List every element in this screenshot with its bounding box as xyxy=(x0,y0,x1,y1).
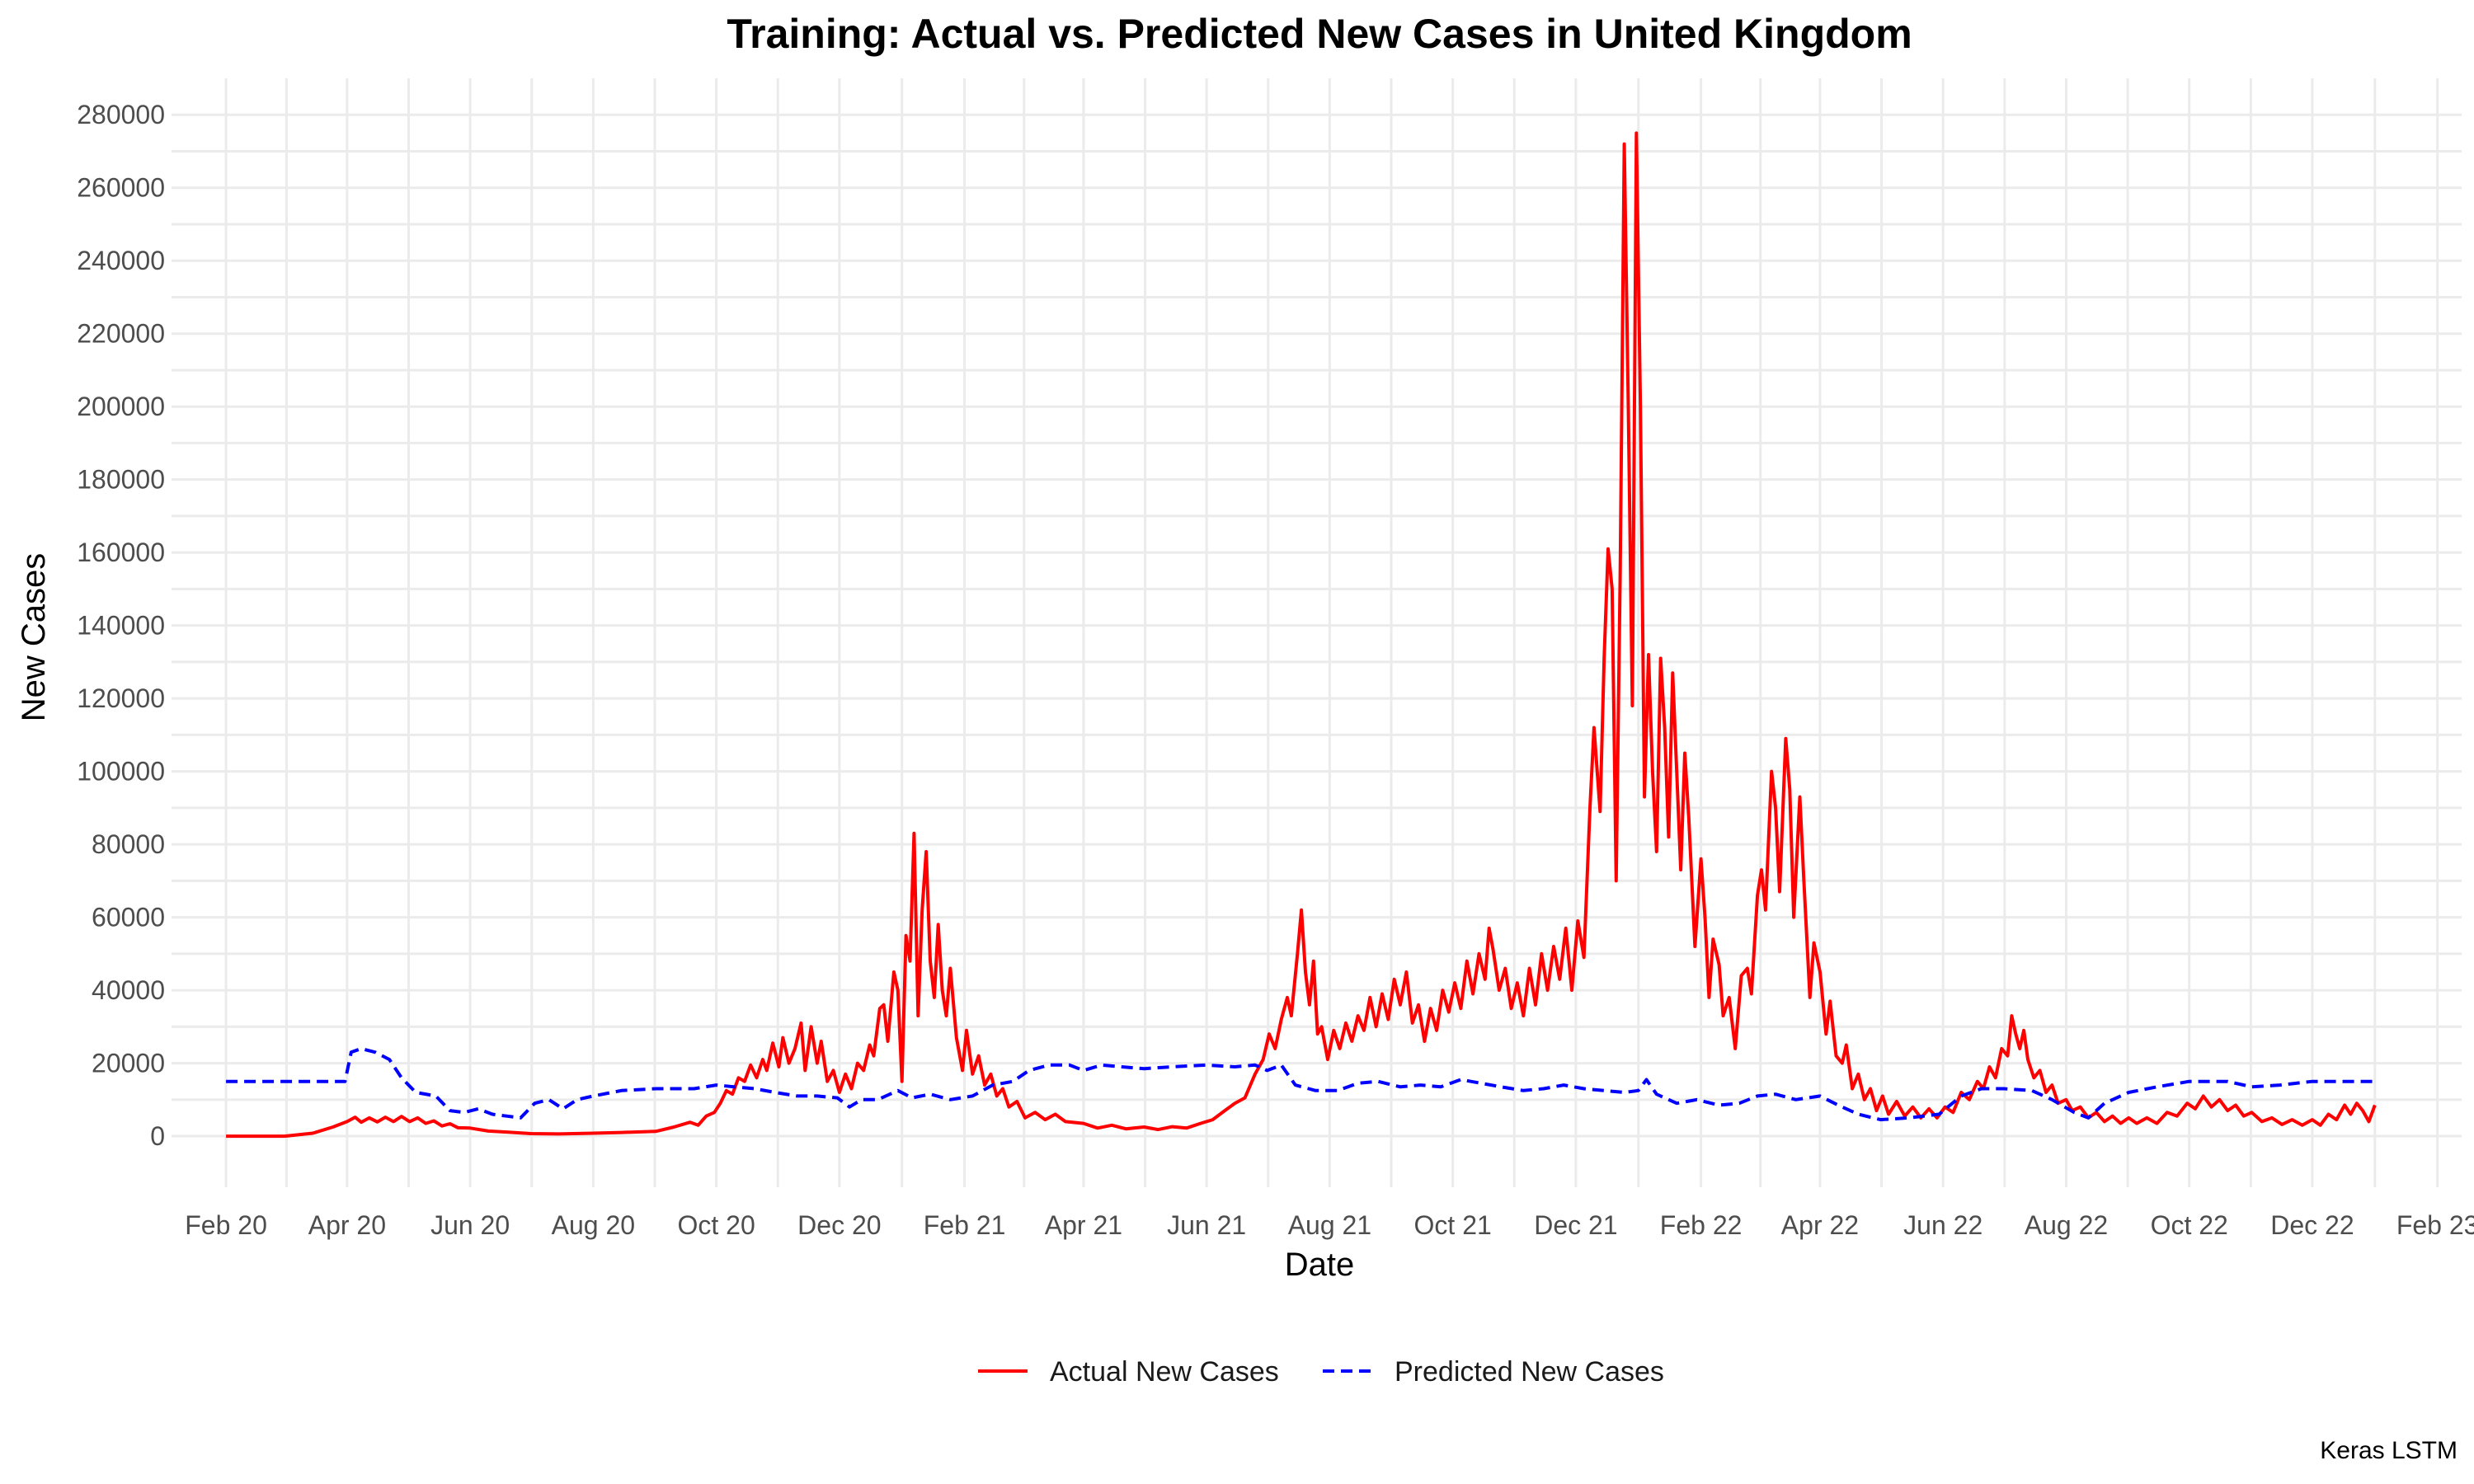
y-axis-title: New Cases xyxy=(16,553,52,722)
x-tick-label: Feb 22 xyxy=(1660,1210,1743,1240)
x-tick-label: Feb 20 xyxy=(185,1210,267,1240)
x-tick-label: Oct 22 xyxy=(2151,1210,2228,1240)
legend: Actual New Cases Predicted New Cases xyxy=(978,1356,1664,1388)
x-tick-label: Jun 20 xyxy=(430,1210,510,1240)
y-tick-label: 20000 xyxy=(92,1049,165,1078)
series-layer xyxy=(226,131,2377,1139)
y-tick-label: 100000 xyxy=(77,757,165,787)
x-tick-label: Oct 20 xyxy=(677,1210,755,1240)
actual-new-cases-line xyxy=(226,131,2377,1139)
y-tick-label: 0 xyxy=(150,1121,165,1151)
y-axis-tick-labels: 0 20000 40000 60000 80000 100000 120000 140000 1… xyxy=(77,100,165,1151)
x-tick-label: Oct 21 xyxy=(1414,1210,1492,1240)
y-tick-label: 240000 xyxy=(77,246,165,275)
x-tick-label: Apr 20 xyxy=(308,1210,386,1240)
legend-label-actual: Actual New Cases xyxy=(1050,1356,1279,1388)
y-tick-label: 260000 xyxy=(77,173,165,203)
predicted-new-cases-line xyxy=(226,1046,2375,1122)
y-tick-label: 280000 xyxy=(77,100,165,129)
x-tick-label: Dec 22 xyxy=(2270,1210,2354,1240)
y-tick-label: 160000 xyxy=(77,538,165,567)
x-tick-label: Aug 22 xyxy=(2025,1210,2108,1240)
y-tick-label: 120000 xyxy=(77,683,165,713)
x-axis-tick-labels: Feb 20 Apr 20 Jun 20 Aug 20 Oct 20 Dec 20 Feb … xyxy=(185,1210,2474,1240)
x-tick-label: Dec 20 xyxy=(797,1210,881,1240)
y-tick-label: 80000 xyxy=(92,829,165,859)
chart-title: Training: Actual vs. Predicted New Cases… xyxy=(727,11,1912,57)
y-tick-label: 140000 xyxy=(77,611,165,641)
y-tick-label: 220000 xyxy=(77,319,165,349)
y-tick-label: 200000 xyxy=(77,392,165,421)
x-tick-label: Aug 20 xyxy=(552,1210,635,1240)
x-tick-label: Apr 22 xyxy=(1781,1210,1859,1240)
x-tick-label: Apr 21 xyxy=(1045,1210,1122,1240)
x-tick-label: Jun 21 xyxy=(1167,1210,1246,1240)
legend-label-predicted: Predicted New Cases xyxy=(1395,1356,1664,1388)
minor-gridlines xyxy=(172,78,2462,1187)
x-tick-label: Jun 22 xyxy=(1903,1210,1982,1240)
major-gridlines xyxy=(172,78,2462,1187)
y-tick-label: 180000 xyxy=(77,465,165,495)
x-tick-label: Feb 21 xyxy=(924,1210,1006,1240)
y-tick-label: 60000 xyxy=(92,903,165,932)
y-tick-label: 40000 xyxy=(92,975,165,1005)
x-tick-label: Feb 23 xyxy=(2396,1210,2474,1240)
x-tick-label: Dec 21 xyxy=(1534,1210,1617,1240)
x-tick-label: Aug 21 xyxy=(1288,1210,1371,1240)
x-axis-title: Date xyxy=(1285,1247,1355,1283)
chart-caption: Keras LSTM xyxy=(2320,1437,2458,1464)
